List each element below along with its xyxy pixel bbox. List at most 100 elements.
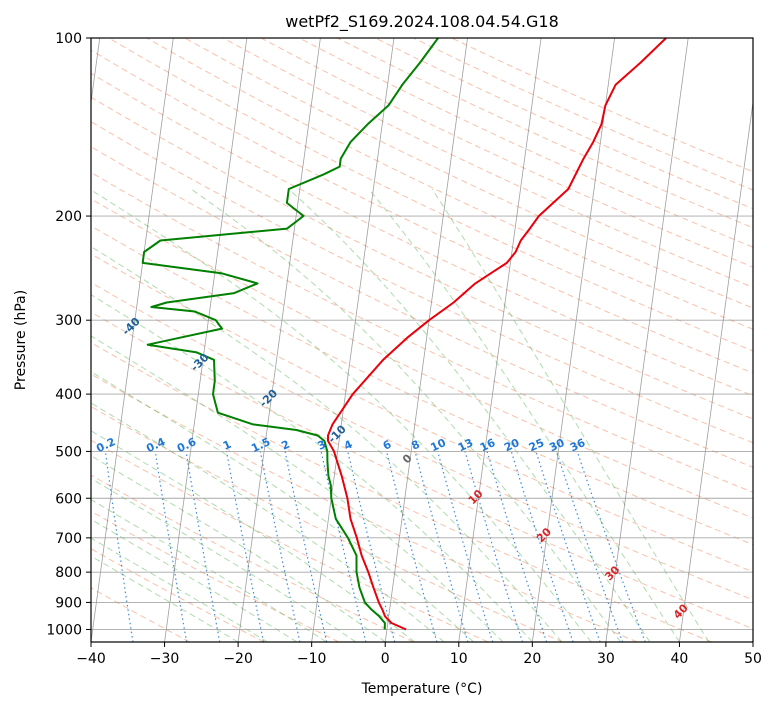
- moist-adiabat: [91, 371, 474, 642]
- mixing-ratio-label: 10: [429, 436, 449, 454]
- mixing-ratio-label: 4: [342, 438, 355, 453]
- mixing-ratio-line: [154, 451, 188, 642]
- moist-adiabat: [91, 537, 268, 642]
- mixing-ratio-label: 6: [381, 438, 394, 453]
- mixing-ratio-line: [185, 451, 221, 642]
- isotherm-line: [679, 99, 753, 642]
- dry-adiabat: [146, 38, 753, 330]
- isotherm-label: 30: [602, 563, 622, 583]
- dry-adiabat: [375, 38, 753, 210]
- dry-adiabat: [91, 405, 563, 642]
- mixing-ratio-line: [104, 451, 134, 642]
- mixing-ratio-label: 1.5: [249, 435, 272, 455]
- mixing-ratio-label: 16: [478, 436, 498, 454]
- isotherm-line: [91, 38, 174, 642]
- x-tick-label: 20: [523, 651, 541, 667]
- dry-adiabat: [298, 38, 753, 248]
- isotherm-line: [311, 38, 395, 642]
- dry-adiabat: [91, 121, 753, 444]
- x-tick-label: −30: [150, 651, 180, 667]
- moist-adiabat: [91, 477, 357, 642]
- isotherm-label: -30: [188, 351, 211, 374]
- mixing-ratio-label: 36: [568, 436, 588, 454]
- dry-adiabat: [91, 225, 753, 546]
- x-tick-label: 10: [450, 651, 468, 667]
- x-tick-label: −10: [297, 651, 327, 667]
- moist-adiabat: [91, 189, 592, 642]
- dry-adiabat: [91, 342, 712, 642]
- moist-adiabat: [91, 518, 298, 642]
- isotherm-line: [752, 639, 753, 642]
- x-tick-label: 30: [597, 651, 615, 667]
- profile-series: [141, 38, 667, 631]
- dry-adiabat: [91, 474, 414, 642]
- dry-adiabat: [91, 253, 753, 573]
- chart-title: wetPf2_S169.2024.108.04.54.G18: [285, 12, 559, 32]
- temperature-line: [327, 38, 667, 631]
- mixing-ratio-line: [284, 451, 328, 642]
- isotherm-label: -50: [52, 273, 75, 296]
- pressure-grid: [91, 38, 753, 642]
- mixing-ratio-label: 1: [221, 438, 233, 453]
- mixing-ratio-line: [437, 451, 494, 642]
- x-tick-label: −20: [223, 651, 253, 667]
- y-tick-label: 600: [55, 491, 82, 507]
- dry-adiabat: [108, 38, 753, 352]
- dry-adiabat: [222, 38, 753, 288]
- y-axis-label: Pressure (hPa): [13, 290, 29, 390]
- isotherm-label: 0: [400, 451, 415, 466]
- dry-adiabat: [91, 146, 753, 468]
- x-tick-label: 40: [671, 651, 689, 667]
- dry-adiabat: [184, 38, 753, 309]
- dry-adiabat: [91, 171, 753, 493]
- mixing-ratio-label: 0.6: [175, 435, 198, 455]
- dewpoint-line: [141, 38, 439, 630]
- mixing-ratio-label: 30: [547, 436, 567, 454]
- y-tick-label: 200: [55, 209, 82, 225]
- plot-frame: [90, 37, 754, 643]
- isotherm-line: [237, 38, 321, 642]
- y-tick-label: 700: [55, 531, 82, 547]
- mixing-ratio-line: [510, 451, 574, 642]
- moist-adiabat: [91, 455, 386, 642]
- isotherm-label: -20: [257, 387, 280, 410]
- dry-adiabat: [91, 373, 638, 642]
- dry-adiabat: [91, 281, 753, 601]
- moist-adiabat: [91, 245, 563, 642]
- isotherm-label: -60: [0, 226, 8, 249]
- mixing-ratio-line: [414, 451, 469, 642]
- moist-adiabat: [91, 294, 533, 642]
- isotherm-label: -40: [120, 315, 143, 338]
- y-tick-label: 800: [55, 565, 82, 581]
- axis-ticks: −40 −30 −20 −10 0 10 20 30 40 5010020030040050060…: [46, 31, 762, 667]
- mixing-ratio-line: [576, 451, 646, 642]
- moist-adiabat: [288, 188, 651, 642]
- dry-adiabat: [91, 198, 753, 519]
- mixing-ratio-label: 20: [502, 436, 522, 454]
- y-tick-label: 400: [55, 387, 82, 403]
- y-tick-label: 900: [55, 595, 82, 611]
- dry-adiabat: [91, 439, 489, 642]
- mixing-ratio-label: 0.2: [94, 435, 117, 455]
- mixing-ratio-line: [226, 451, 265, 642]
- moist-adiabat: [190, 188, 621, 642]
- moist-adiabat: [91, 555, 239, 642]
- isotherm-label: 40: [671, 601, 691, 621]
- mixing-ratio-line: [486, 451, 548, 642]
- moist-adiabat: [91, 499, 327, 642]
- isotherm-line: [458, 38, 542, 642]
- mixing-ratio-line: [464, 451, 524, 642]
- y-tick-label: 1000: [46, 622, 82, 638]
- moist-adiabat: [91, 430, 415, 642]
- isotherm-line: [164, 38, 248, 642]
- dry-adiabat: [91, 548, 265, 642]
- mixing-ratio-line: [386, 451, 438, 642]
- mixing-ratio-line: [347, 451, 396, 642]
- isotherm-label: 10: [466, 487, 486, 507]
- x-tick-label: 0: [381, 651, 390, 667]
- y-tick-label: 500: [55, 444, 82, 460]
- dry-adiabat: [91, 72, 753, 397]
- isotherm-line: [605, 38, 689, 642]
